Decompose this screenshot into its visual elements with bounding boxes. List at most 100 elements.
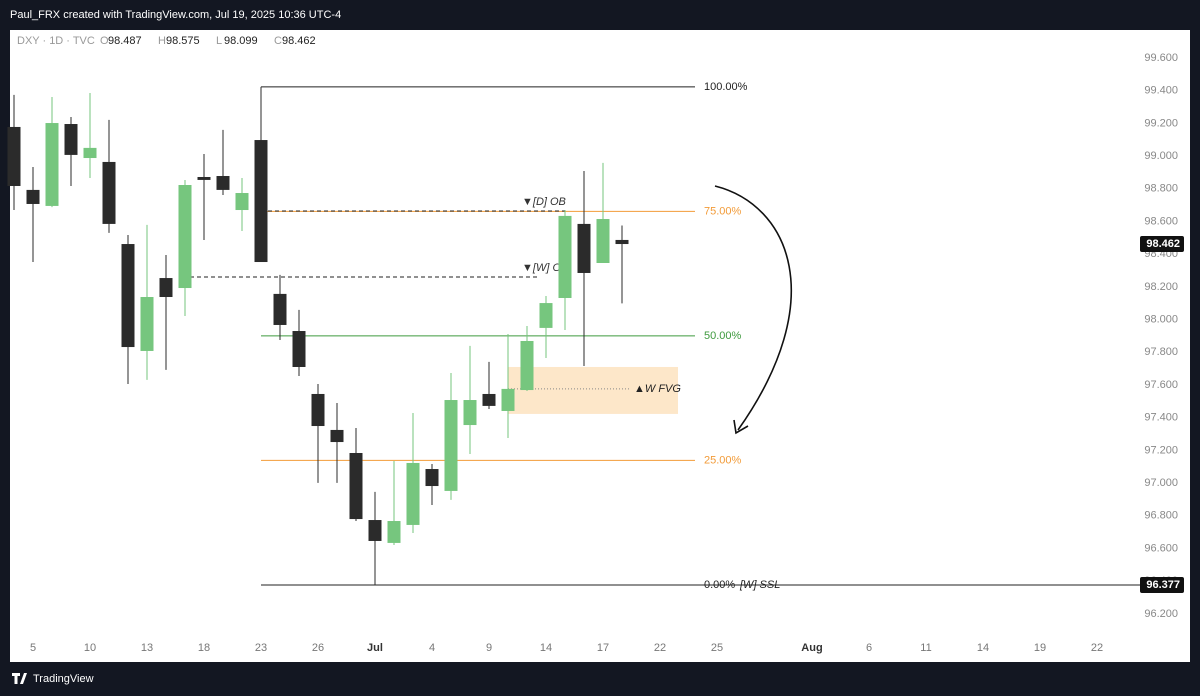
ohlc-label: O [100, 35, 109, 47]
y-tick-label: 97.000 [1144, 477, 1178, 489]
fib-label: 0.00% [704, 579, 735, 591]
price-tag [1140, 236, 1184, 253]
y-tick-label: 98.600 [1144, 215, 1178, 227]
candle-body [615, 239, 629, 245]
credit: Paul_FRX created with TradingView.com, J… [10, 9, 341, 21]
y-tick-label: 98.000 [1144, 313, 1178, 325]
candle-body [577, 223, 591, 273]
candle-body [121, 244, 135, 348]
fvg-zone [508, 366, 678, 414]
candle-body [292, 331, 306, 367]
candle-body [140, 297, 154, 351]
x-tick-label: 6 [866, 642, 872, 654]
x-tick-label: 13 [141, 642, 153, 654]
y-tick-label: 99.000 [1144, 150, 1178, 162]
x-tick-label: 9 [486, 642, 492, 654]
annotation: ▲W FVG [634, 383, 681, 395]
candle-body [596, 219, 610, 264]
y-tick-label: 97.800 [1144, 346, 1178, 358]
arrow [714, 185, 793, 431]
y-tick-label: 99.600 [1144, 52, 1178, 64]
brand: TradingView [33, 673, 94, 685]
candle-body [273, 293, 287, 325]
x-tick-label: 22 [654, 642, 666, 654]
x-tick-label: 25 [711, 642, 723, 654]
candle-body [235, 193, 249, 211]
candle-body [26, 189, 40, 204]
x-tick-label: 18 [198, 642, 210, 654]
candle-body [387, 521, 401, 543]
y-tick-label: 97.200 [1144, 444, 1178, 456]
x-tick-label: 22 [1091, 642, 1103, 654]
candle-body [406, 462, 420, 525]
legend: DXY · 1D · TVC [17, 35, 95, 47]
ohlc-value: 98.099 [224, 35, 258, 47]
candle-body [330, 429, 344, 443]
x-tick-label: 17 [597, 642, 609, 654]
annotation: ▼[W] OB [522, 262, 568, 274]
candle-body [482, 393, 496, 406]
x-tick-label: 10 [84, 642, 96, 654]
y-tick-label: 96.800 [1144, 510, 1178, 522]
annotation: [W] SSL [739, 579, 780, 591]
ohlc-value: 98.575 [166, 35, 200, 47]
price-tag [1140, 576, 1184, 593]
y-tick-label: 98.800 [1144, 183, 1178, 195]
candle-body [178, 185, 192, 289]
candle-body [425, 469, 439, 487]
y-tick-label: 97.600 [1144, 379, 1178, 391]
x-tick-label: 14 [540, 642, 552, 654]
y-tick-label: 96.200 [1144, 608, 1178, 620]
ohlc-value: 98.487 [108, 35, 142, 47]
candle-body [45, 123, 59, 206]
candle-body [102, 161, 116, 224]
price-tag-label: 96.377 [1146, 579, 1180, 591]
logo-icon [12, 673, 27, 684]
x-tick-label: Jul [367, 642, 383, 654]
fib-label: 25.00% [704, 454, 742, 466]
candle-body [216, 176, 230, 190]
x-tick-label: 19 [1034, 642, 1046, 654]
candle-body [7, 126, 21, 186]
y-tick-label: 99.200 [1144, 117, 1178, 129]
candle-body [501, 388, 515, 411]
price-tag-label: 98.462 [1146, 238, 1180, 250]
brand-logo: TradingView [12, 673, 94, 685]
x-tick-label: 14 [977, 642, 989, 654]
y-tick-label: 96.600 [1144, 542, 1178, 554]
x-tick-label: 11 [920, 642, 931, 654]
fib-label: 75.00% [704, 205, 742, 217]
ohlc-value: 98.462 [282, 35, 316, 47]
arrow-head [733, 419, 749, 435]
x-tick-label: 5 [30, 642, 36, 654]
annotation: ▼[D] OB [522, 196, 566, 208]
candle-body [83, 147, 97, 159]
candle-body [254, 140, 268, 263]
y-tick-label: 97.400 [1144, 412, 1178, 424]
x-tick-label: 23 [255, 642, 267, 654]
candle-body [368, 520, 382, 541]
candle-body [311, 393, 325, 427]
ohlc-label: C [274, 35, 282, 47]
candle-body [520, 340, 534, 391]
candle-body [64, 124, 78, 155]
candle-body [539, 303, 553, 328]
y-tick-label: 99.400 [1144, 85, 1178, 97]
ohlc-label: H [158, 35, 166, 47]
fib-label: 50.00% [704, 330, 742, 342]
fib-label: 100.00% [704, 81, 748, 93]
candle-body [444, 400, 458, 491]
ohlc-label: L [216, 35, 222, 47]
x-tick-label: 26 [312, 642, 324, 654]
candle-body [558, 215, 572, 298]
candle-body [349, 452, 363, 520]
symbol: DXY · 1D · TVC [17, 35, 95, 47]
candle-body [159, 278, 173, 298]
chart-panel [10, 30, 1190, 662]
y-tick-label: 98.200 [1144, 281, 1178, 293]
x-tick-label: Aug [801, 642, 822, 654]
x-tick-label: 4 [429, 642, 435, 654]
candle-body [463, 400, 477, 426]
candle-body [197, 176, 211, 180]
